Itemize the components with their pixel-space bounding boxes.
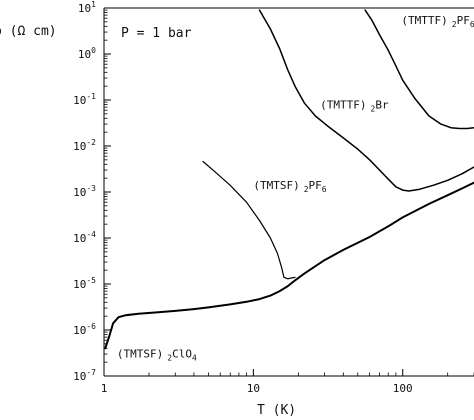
y-axis-label: ρ (Ω cm) [0, 24, 57, 39]
y-tick-label: 100 [78, 46, 96, 61]
annotation-pressure: P = 1 bar [121, 26, 192, 41]
y-tick-label: 10-2 [73, 138, 96, 153]
y-tick-label: 10-7 [73, 368, 96, 383]
curve-labels: (TMTSF) 2ClO4 (TMTSF) 2PF6 (TMTTF) 2Br (TMTTF)… [117, 14, 474, 363]
x-tick-label: 100 [393, 382, 413, 395]
series-line-3 [364, 9, 474, 130]
y-tick-label: 101 [78, 0, 96, 15]
y-tick-label: 10-1 [73, 92, 96, 107]
series-label-0: (TMTSF) 2ClO4 [117, 348, 197, 363]
series-line-0 [104, 181, 474, 350]
series-label-1: (TMTSF) 2PF6 [253, 179, 326, 194]
y-tick-label: 10-4 [73, 230, 96, 245]
x-tick-label: 1 [101, 382, 108, 395]
series-label-2: (TMTTF) 2Br [320, 99, 389, 114]
y-tick-label: 10-3 [73, 184, 96, 199]
y-tick-label: 10-6 [73, 322, 96, 337]
series-line-1 [202, 160, 296, 280]
x-axis-label: T (K) [257, 403, 296, 418]
series-label-3: (TMTTF) 2PF6 [401, 14, 474, 29]
y-tick-label: 10-5 [73, 276, 96, 291]
x-tick-label: 10 [247, 382, 260, 395]
data-curves [104, 9, 474, 350]
axis-ticks: 10-7 10-6 10-5 10-4 10-3 10-2 10-1 100 101 1 10 100 [73, 0, 474, 395]
series-line-2 [258, 9, 474, 192]
